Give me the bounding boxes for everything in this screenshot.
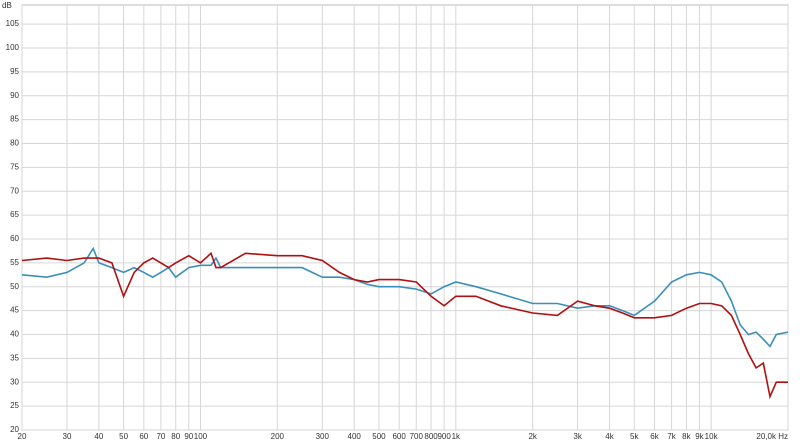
x-tick-label: 20	[18, 432, 27, 441]
x-tick-label: 60	[139, 432, 148, 441]
x-tick-label: 3k	[573, 432, 582, 441]
x-tick-label: 500	[372, 432, 386, 441]
x-tick-label: 600	[392, 432, 406, 441]
x-tick-label: 700	[410, 432, 424, 441]
series-line	[21, 246, 789, 348]
x-tick-label: 90	[184, 432, 193, 441]
y-tick-label: 75	[10, 162, 19, 171]
plot-area	[21, 4, 789, 431]
x-tick-label: 8k	[682, 432, 691, 441]
x-tick-label: 400	[348, 432, 362, 441]
y-tick-label: 80	[10, 139, 19, 148]
y-tick-label: 70	[10, 186, 19, 195]
x-tick-label: 900	[437, 432, 451, 441]
x-tick-label: 7k	[667, 432, 676, 441]
x-tick-label: 6k	[650, 432, 659, 441]
x-tick-label: 40	[94, 432, 103, 441]
x-tick-label: 200	[271, 432, 285, 441]
x-tick-label: 70	[156, 432, 165, 441]
x-tick-label: 10k	[705, 432, 719, 441]
x-tick-label: 800	[424, 432, 438, 441]
y-tick-label: 30	[10, 377, 19, 386]
x-tick-label: 5k	[630, 432, 639, 441]
x-tick-label: 50	[119, 432, 128, 441]
y-tick-label: 95	[10, 67, 19, 76]
x-tick-label: 9k	[695, 432, 704, 441]
y-tick-label: 100	[6, 43, 20, 52]
x-tick-label: 30	[63, 432, 72, 441]
y-tick-label: 35	[10, 353, 19, 362]
y-tick-label: 45	[10, 306, 19, 315]
y-tick-label: 25	[10, 401, 19, 410]
x-tick-label: 4k	[605, 432, 614, 441]
y-tick-label: 60	[10, 234, 19, 243]
x-tick-label: 2k	[528, 432, 537, 441]
y-tick-label: 55	[10, 258, 19, 267]
y-tick-label: 40	[10, 330, 19, 339]
series-line	[21, 251, 788, 400]
y-tick-label: 85	[10, 115, 19, 124]
y-tick-label: 90	[10, 91, 19, 100]
y-tick-label: 65	[10, 210, 19, 219]
x-tick-label: 300	[316, 432, 330, 441]
y-tick-label: 105	[6, 19, 20, 28]
x-tick-label: 80	[171, 432, 180, 441]
y-axis-label: dB	[2, 1, 12, 10]
x-tick-label: 20,0k Hz	[756, 432, 788, 441]
y-tick-label: 50	[10, 282, 19, 291]
x-tick-label: 1k	[452, 432, 461, 441]
y-tick-label: 20	[10, 425, 19, 434]
x-tick-label: 100	[194, 432, 208, 441]
